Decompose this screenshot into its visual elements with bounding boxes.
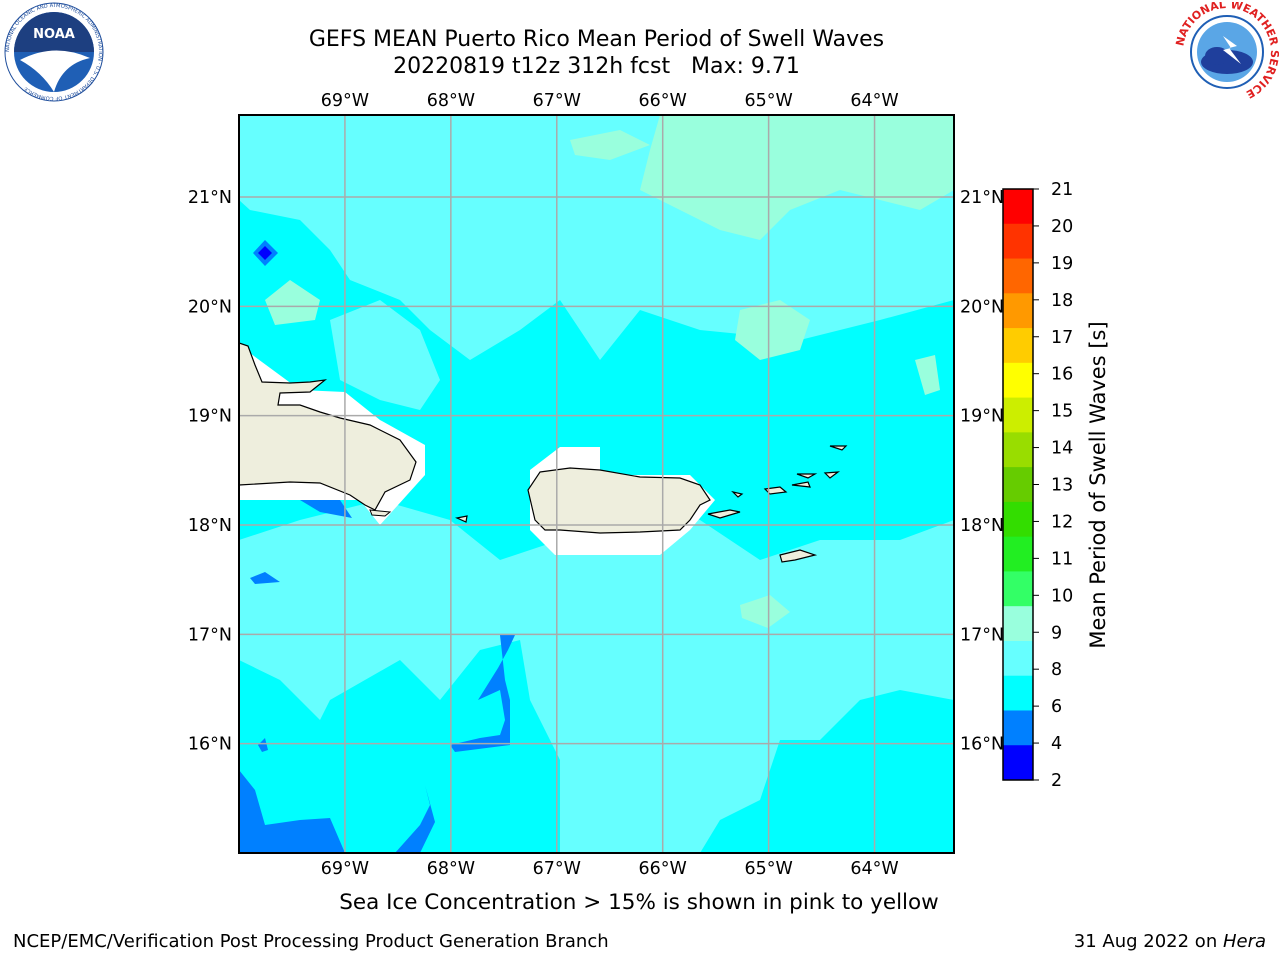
colorbar: 21 20 19 18 17 16 15 14 13 12 11 10 9 8 6 4 2 [1002, 180, 1073, 791]
colorbar-segment [1003, 189, 1033, 225]
lat-tick-label: 20°N [960, 297, 1004, 317]
colorbar-tick-label: 20 [1051, 217, 1073, 237]
machine-name: Hera [1222, 931, 1266, 952]
lon-tick-label: 68°W [427, 859, 475, 879]
chart-title: GEFS MEAN Puerto Rico Mean Period of Swe… [308, 27, 885, 52]
colorbar-segment [1003, 467, 1033, 503]
colorbar-segment [1003, 745, 1033, 781]
noaa-logo-text: NOAA [33, 27, 75, 42]
colorbar-tick-label: 10 [1051, 586, 1073, 606]
colorbar-tick-label: 4 [1051, 734, 1062, 754]
colorbar-tick-label: 12 [1051, 512, 1073, 532]
lon-tick-label: 65°W [744, 859, 792, 879]
lat-tick-label: 17°N [960, 625, 1004, 645]
colorbar-tick-label: 8 [1051, 660, 1062, 680]
map-frame [238, 114, 955, 854]
date-text: 31 Aug 2022 on [1073, 931, 1223, 952]
puerto-rico-land [527, 467, 711, 534]
lon-tick-label: 67°W [533, 91, 581, 111]
colorbar-tick-label: 19 [1051, 254, 1073, 274]
colorbar-segment [1003, 293, 1033, 329]
sea-ice-note: Sea Ice Concentration > 15% is shown in … [0, 890, 1280, 915]
colorbar-segment [1003, 223, 1033, 260]
credit-text: NCEP/EMC/Verification Post Processing Pr… [13, 931, 609, 952]
longitude-labels-bottom: 69°W 68°W 67°W 66°W 65°W 64°W [321, 859, 899, 879]
colorbar-segment [1003, 606, 1033, 642]
colorbar-tick-label: 16 [1051, 365, 1073, 385]
map-gridlines [239, 115, 954, 853]
colorbar-tick-label: 15 [1051, 402, 1073, 422]
lon-tick-label: 69°W [321, 91, 369, 111]
sea-ice-note-text: Sea Ice Concentration > 15% is shown in … [339, 890, 939, 915]
colorbar-tick-label: 14 [1051, 439, 1073, 459]
colorbar-tick-label: 9 [1051, 623, 1062, 643]
hispaniola-land [239, 342, 417, 511]
lon-tick-label: 65°W [744, 91, 792, 111]
colorbar-segment [1003, 362, 1033, 399]
small-island [369, 509, 392, 517]
map-area [239, 115, 954, 853]
lat-tick-label: 16°N [188, 735, 232, 755]
swell-contour-9-10 [265, 115, 954, 628]
date-stamp: 31 Aug 2022 on Hera [1074, 931, 1266, 952]
colorbar-tick-label: 2 [1051, 771, 1062, 791]
lon-tick-label: 69°W [321, 859, 369, 879]
lat-tick-label: 20°N [188, 297, 232, 317]
colorbar-tick-label: 21 [1051, 180, 1073, 200]
noaa-logo-icon: NOAA NATIONAL OCEANIC AND ATMOSPHERIC AD… [4, 2, 104, 102]
lat-tick-label: 21°N [188, 188, 232, 208]
colorbar-tick-label: 17 [1051, 328, 1073, 348]
virgin-islands-land [455, 445, 848, 563]
lat-tick-label: 21°N [960, 188, 1004, 208]
colorbar-segment [1003, 328, 1033, 364]
latitude-labels-left: 21°N 20°N 19°N 18°N 17°N 16°N [188, 188, 232, 755]
colorbar-segment [1003, 501, 1033, 538]
colorbar-tick-label: 11 [1051, 549, 1073, 569]
latitude-labels-right: 21°N 20°N 19°N 18°N 17°N 16°N [960, 188, 1004, 755]
lat-tick-label: 18°N [960, 516, 1004, 536]
lon-tick-label: 66°W [639, 91, 687, 111]
lat-tick-label: 19°N [188, 407, 232, 427]
colorbar-segment [1003, 710, 1033, 746]
colorbar-segment [1003, 397, 1033, 433]
lon-tick-label: 66°W [639, 859, 687, 879]
lat-tick-label: 16°N [960, 735, 1004, 755]
chart-subtitle: 20220819 t12z 312h fcst Max: 9.71 [393, 54, 800, 79]
lat-tick-label: 19°N [960, 407, 1004, 427]
colorbar-tick-label: 13 [1051, 476, 1073, 496]
colorbar-segment [1003, 571, 1033, 607]
lat-tick-label: 17°N [188, 625, 232, 645]
lon-tick-label: 64°W [850, 91, 898, 111]
longitude-labels-top: 69°W 68°W 67°W 66°W 65°W 64°W [321, 91, 899, 111]
lat-tick-label: 18°N [188, 516, 232, 536]
lon-tick-label: 67°W [533, 859, 581, 879]
lon-tick-label: 68°W [427, 91, 475, 111]
colorbar-segment [1003, 536, 1033, 572]
colorbar-segment [1003, 675, 1033, 711]
colorbar-label: Mean Period of Swell Waves [s] [1086, 321, 1110, 648]
colorbar-segment [1003, 432, 1033, 468]
swell-anomaly-inner [258, 246, 272, 260]
colorbar-tick-label: 6 [1051, 697, 1062, 717]
colorbar-segment [1003, 640, 1033, 677]
lon-tick-label: 64°W [850, 859, 898, 879]
swell-contour-4-6 [239, 500, 515, 853]
colorbar-tick-label: 18 [1051, 291, 1073, 311]
colorbar-segment [1003, 258, 1033, 294]
